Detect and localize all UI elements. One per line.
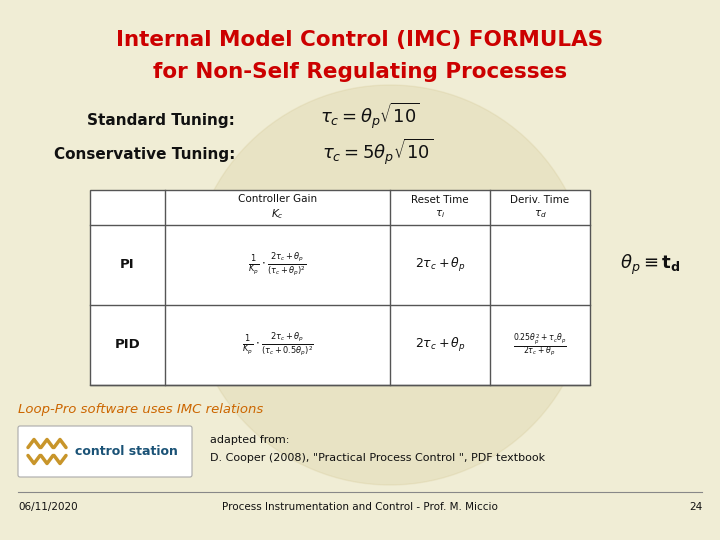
Text: $\tau_c = \theta_p\sqrt{10}$: $\tau_c = \theta_p\sqrt{10}$ [320,101,420,131]
Text: $2\tau_c+\theta_p$: $2\tau_c+\theta_p$ [415,256,465,274]
Text: D. Cooper (2008), "Practical Process Control ", PDF textbook: D. Cooper (2008), "Practical Process Con… [210,453,545,463]
Text: $\frac{0.25\theta_p^2+\tau_c\theta_p}{2\tau_c+\theta_p}$: $\frac{0.25\theta_p^2+\tau_c\theta_p}{2\… [513,332,567,358]
Text: $\frac{1}{K_p}\cdot\frac{2\tau_c+\theta_p}{(\tau_c+\theta_p)^2}$: $\frac{1}{K_p}\cdot\frac{2\tau_c+\theta_… [248,251,307,279]
Text: adapted from:: adapted from: [210,435,289,445]
Text: Reset Time
$\tau_i$: Reset Time $\tau_i$ [411,195,469,220]
FancyBboxPatch shape [18,426,192,477]
Text: Conservative Tuning:: Conservative Tuning: [53,147,235,163]
Text: Loop-Pro software uses IMC relations: Loop-Pro software uses IMC relations [18,403,264,416]
Text: control station: control station [75,445,178,458]
Text: Internal Model Control (IMC) FORMULAS: Internal Model Control (IMC) FORMULAS [117,30,603,50]
Text: PI: PI [120,259,135,272]
Text: 24: 24 [689,502,702,512]
Text: for Non-Self Regulating Processes: for Non-Self Regulating Processes [153,62,567,82]
Text: Process Instrumentation and Control - Prof. M. Miccio: Process Instrumentation and Control - Pr… [222,502,498,512]
Bar [90,190,590,385]
Text: $2\tau_c+\theta_p$: $2\tau_c+\theta_p$ [415,336,465,354]
Text: 06/11/2020: 06/11/2020 [18,502,78,512]
Text: $\tau_c = 5\theta_p\sqrt{10}$: $\tau_c = 5\theta_p\sqrt{10}$ [323,137,433,167]
Text: $\frac{1}{K_p}\cdot\frac{2\tau_c+\theta_p}{(\tau_c+0.5\theta_p)^2}$: $\frac{1}{K_p}\cdot\frac{2\tau_c+\theta_… [241,331,313,359]
Text: PID: PID [114,339,140,352]
Text: Standard Tuning:: Standard Tuning: [87,112,235,127]
Text: Controller Gain
$K_c$: Controller Gain $K_c$ [238,194,317,221]
Text: Deriv. Time
$\tau_d$: Deriv. Time $\tau_d$ [510,195,570,220]
Circle shape [190,85,590,485]
Text: $\theta_p \equiv \mathbf{t_d}$: $\theta_p \equiv \mathbf{t_d}$ [620,253,680,277]
